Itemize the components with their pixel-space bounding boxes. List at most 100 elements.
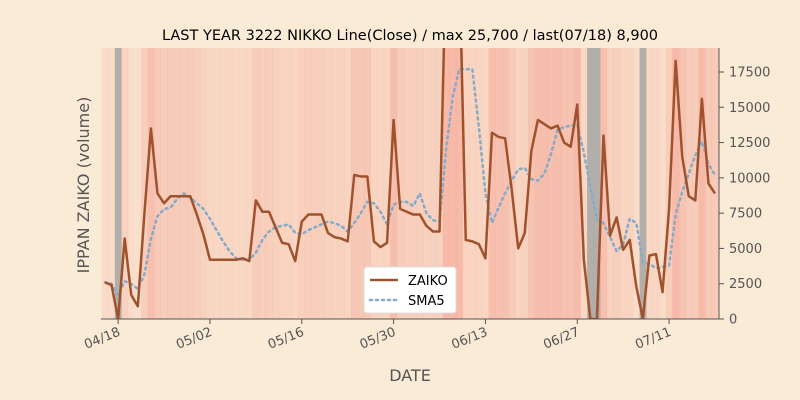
background-band [633,48,640,319]
background-band [403,48,411,319]
background-band [613,48,621,319]
background-band [390,48,398,319]
background-band [619,48,627,319]
background-band [167,48,175,319]
background-band [180,48,188,319]
background-band [567,48,575,319]
chart-title: LAST YEAR 3222 NIKKO Line(Close) / max 2… [162,28,658,44]
background-band [698,48,706,319]
background-band [475,48,483,319]
background-band [580,48,588,319]
background-band [600,48,608,319]
background-band [265,48,273,319]
y-tick-label: 0 [729,313,737,328]
background-band [141,48,148,319]
background-band [377,48,385,319]
background-band [246,48,253,319]
x-tick-label: 05/02 [174,325,214,353]
background-band [416,48,424,319]
background-band [495,48,503,319]
background-band [311,48,319,319]
background-band [226,48,234,319]
x-tick-label: 07/11 [633,325,673,353]
background-band [344,48,352,319]
background-band [206,48,214,319]
background-band [200,48,207,319]
background-band [547,48,555,319]
background-band [639,48,647,319]
background-band [514,48,522,319]
background-band [219,48,227,319]
background-band [213,48,221,319]
background-band [101,48,109,319]
background-band [455,48,463,319]
background-band [488,48,496,319]
x-axis-label: DATE [389,366,431,385]
background-band [239,48,247,319]
background-band [121,48,129,319]
series-line-sma5 [103,67,717,297]
background-band [272,48,280,319]
legend-box [363,266,457,314]
background-band [193,48,201,319]
background-band [449,48,457,319]
background-band [305,48,312,319]
background-band [331,48,339,319]
background-band [442,48,450,319]
y-tick-label: 10000 [729,171,770,186]
background-band [429,48,437,319]
background-band [646,48,653,319]
background-band [528,48,535,319]
background-band [337,48,345,319]
background-band [278,48,286,319]
legend-label-zaiko: ZAIKO [408,274,448,289]
background-band [298,48,306,319]
background-band [108,48,116,319]
background-band [186,48,194,319]
y-tick-label: 12500 [729,136,770,151]
series-line-zaiko [104,48,717,319]
legend: ZAIKO SMA5 [363,266,457,314]
x-tick-label: 05/16 [266,325,306,353]
y-tick-label: 15000 [729,101,770,116]
background-band [324,48,332,319]
x-tick-label: 04/18 [82,325,122,353]
background-band [626,48,634,319]
background-band [173,48,181,319]
background-band [370,48,378,319]
background-band [560,48,568,319]
background-band [232,48,240,319]
background-band [160,48,168,319]
background-band [259,48,266,319]
x-tick-label: 05/30 [358,325,398,353]
background-band [672,48,680,319]
background-band [396,48,404,319]
y-tick-label: 2500 [729,277,762,292]
background-band [711,48,719,319]
background-band [291,48,299,319]
x-tick-label: 06/27 [541,325,581,353]
background-band [383,48,391,319]
y-tick-label: 5000 [729,242,762,257]
background-band [606,48,614,319]
background-band [573,48,581,319]
background-band [285,48,293,319]
background-band [659,48,667,319]
background-band [252,48,260,319]
y-tick-label: 17500 [729,65,770,80]
background-band [357,48,365,319]
y-tick-label: 7500 [729,207,762,222]
background-band [318,48,326,319]
x-tick-label: 06/13 [450,325,490,353]
background-band [134,48,142,319]
background-band [114,48,122,319]
background-band [593,48,601,319]
background-band [423,48,430,319]
series-lines [103,48,717,319]
y-axis-label: IPPAN ZAIKO (volume) [74,97,93,274]
background-band [501,48,509,319]
legend-label-sma5: SMA5 [408,294,445,309]
background-band [554,48,562,319]
